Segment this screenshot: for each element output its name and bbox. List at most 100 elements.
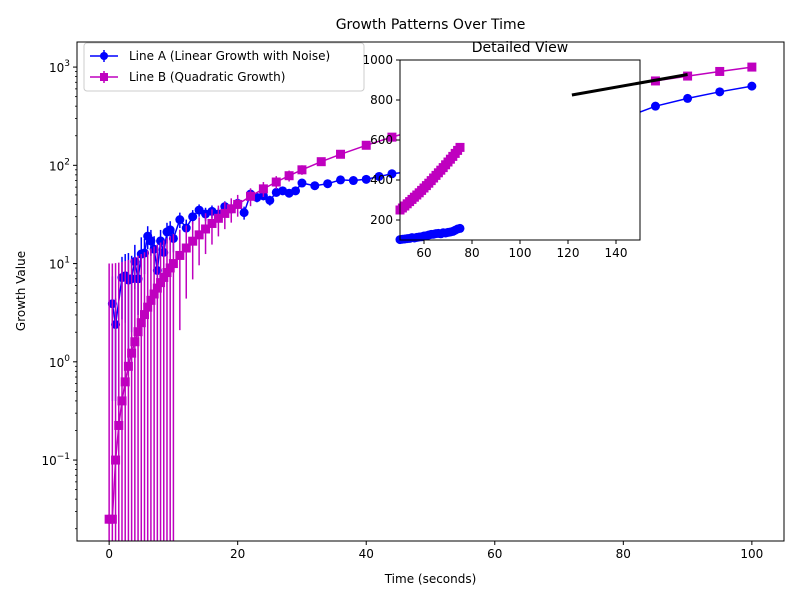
legend: Line A (Linear Growth with Noise) Line B…: [83, 42, 365, 92]
main-series-1-point: [361, 174, 371, 184]
main-x-tick-label: 60: [487, 547, 502, 561]
main-series-2-point: [715, 66, 725, 76]
main-x-tick-label: 40: [359, 547, 374, 561]
main-series-2-point: [152, 283, 162, 293]
main-y-tick-label: 101: [49, 256, 70, 272]
inset-plot: 60 80 100 120 140 200 400 600 800 1000 Detailed …: [362, 40, 641, 260]
main-series-2-point: [114, 420, 124, 430]
main-x-tick-label: 100: [740, 547, 763, 561]
inset-y-tick-label: 200: [370, 213, 393, 227]
legend-entry-line-a: Line A (Linear Growth with Noise): [90, 49, 330, 63]
main-series-2-point: [233, 199, 243, 209]
main-y-tick-label: 102: [49, 157, 70, 173]
main-series-1-point: [291, 186, 301, 196]
main-series-2-point: [188, 236, 198, 246]
main-x-ticks: 0 20 40 60 80 100: [105, 541, 763, 561]
main-series-2-point: [111, 455, 121, 465]
main-x-tick-label: 20: [230, 547, 245, 561]
main-series-1-point: [175, 215, 185, 225]
main-series-2-point: [271, 177, 281, 187]
main-series-2-point: [336, 149, 346, 159]
main-series-2-point: [162, 268, 172, 278]
main-x-tick-label: 0: [105, 547, 113, 561]
main-plot-title: Growth Patterns Over Time: [336, 17, 526, 33]
main-series-2-point: [683, 71, 693, 81]
inset-title: Detailed View: [472, 40, 568, 56]
main-series-2-point: [146, 295, 156, 305]
legend-box: [83, 42, 365, 92]
inset-series-1-point: [455, 223, 465, 233]
main-series-2-point: [120, 377, 130, 387]
main-series-1-point: [336, 175, 346, 185]
main-series-1-point: [348, 176, 358, 186]
inset-y-tick-label: 800: [370, 93, 393, 107]
inset-y-tick-label: 400: [370, 173, 393, 187]
main-series-2-point: [226, 204, 236, 214]
main-series-1-point: [188, 212, 198, 222]
inset-y-ticks: 200 400 600 800 1000: [362, 53, 400, 227]
main-series-2-point: [159, 272, 169, 282]
main-series-2-point: [201, 224, 211, 234]
main-series-2-point: [747, 62, 757, 72]
inset-x-tick-label: 60: [416, 246, 431, 260]
inset-series-2-point: [455, 142, 465, 152]
main-series-2-point: [258, 184, 268, 194]
main-series-1-point: [374, 171, 384, 181]
main-series-1-point: [715, 87, 725, 97]
main-series-1-point: [323, 179, 333, 189]
main-series-1-point: [297, 178, 307, 188]
main-series-2-point: [149, 289, 159, 299]
main-y-tick-label: 103: [49, 59, 70, 75]
inset-y-tick-label: 1000: [362, 53, 393, 67]
main-x-tick-label: 80: [616, 547, 631, 561]
main-series-2-point: [136, 318, 146, 328]
inset-y-tick-label: 600: [370, 133, 393, 147]
main-series-2-point: [207, 218, 217, 228]
main-series-1-point: [683, 93, 693, 103]
main-plot-frame: [76, 41, 785, 542]
main-series-1-point: [265, 195, 275, 205]
main-series-1-point: [156, 236, 166, 246]
main-series-1-point: [387, 169, 397, 179]
legend-entry-line-b: Line B (Quadratic Growth): [90, 70, 285, 84]
main-series-2-point: [130, 337, 140, 347]
legend-label-line-b: Line B (Quadratic Growth): [129, 70, 285, 84]
main-series-2-point: [246, 191, 256, 201]
main-series-2-point: [143, 302, 153, 312]
main-series-2-point: [107, 514, 117, 524]
main-series-1-point: [747, 81, 757, 91]
main-series-2-point: [213, 213, 223, 223]
inset-x-tick-label: 140: [605, 246, 628, 260]
main-series-2-point: [139, 310, 149, 320]
main-series-1-point: [650, 101, 660, 111]
main-series-2-point: [220, 208, 230, 218]
main-series-2-point: [297, 165, 307, 175]
main-series-1-point: [165, 225, 175, 235]
main-plot: 0 20 40 60 80 100 10−1 100 101 102 103 Growth Pat…: [14, 17, 785, 586]
legend-label-line-a: Line A (Linear Growth with Noise): [129, 49, 330, 63]
main-series-2-point: [181, 243, 191, 253]
main-series-2-point: [133, 327, 143, 337]
annotation-arrow-line: [571, 73, 688, 97]
main-series-1-point: [310, 181, 320, 191]
x-axis-label: Time (seconds): [384, 572, 477, 586]
main-y-ticks: 10−1 100 101 102 103: [41, 59, 77, 530]
inset-x-tick-label: 80: [464, 246, 479, 260]
main-series-2-point: [168, 259, 178, 269]
main-series-2-point: [194, 230, 204, 240]
main-series-2-point: [123, 361, 133, 371]
legend-line-b-marker: [100, 73, 108, 81]
inset-background: [400, 60, 640, 240]
main-series-1-point: [239, 208, 249, 218]
main-series-2-point: [361, 140, 371, 150]
y-axis-label: Growth Value: [14, 251, 28, 331]
main-y-tick-label: 100: [49, 354, 70, 370]
inset-x-tick-label: 100: [509, 246, 532, 260]
inset-x-tick-label: 120: [557, 246, 580, 260]
main-series-2-point: [284, 171, 294, 181]
main-series-1-point: [146, 236, 156, 246]
main-y-tick-label: 10−1: [41, 452, 70, 468]
legend-line-a-marker: [100, 52, 108, 60]
main-series-2-point: [387, 132, 397, 142]
